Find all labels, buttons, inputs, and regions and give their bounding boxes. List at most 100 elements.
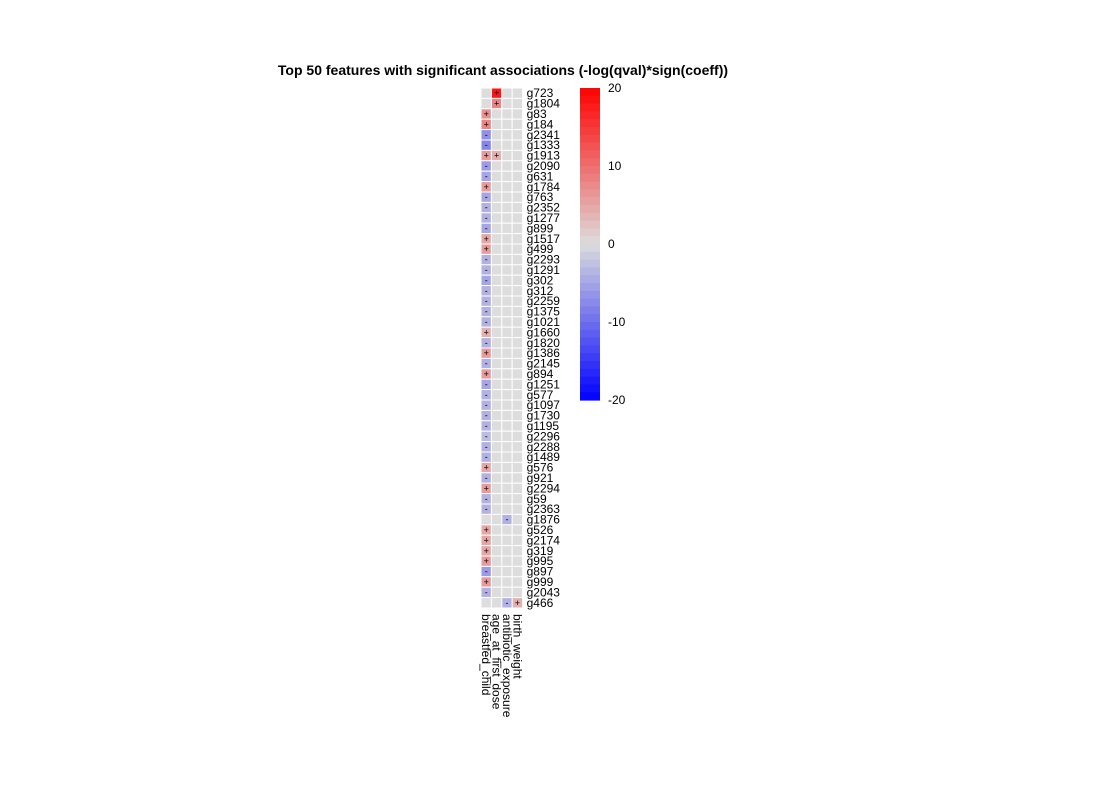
heatmap-cell xyxy=(511,378,524,391)
row-tick-label: g2352 xyxy=(527,201,561,215)
heatmap-cell xyxy=(501,534,513,547)
cell-sign-label: + xyxy=(494,151,499,161)
cell-sign-label: + xyxy=(484,546,489,556)
colorbar-segment xyxy=(580,244,600,253)
cell-sign-label: - xyxy=(485,411,488,421)
cell-sign-label: - xyxy=(485,473,488,483)
heatmap-cell xyxy=(511,316,524,328)
heatmap-cell xyxy=(511,285,524,297)
heatmap-cell xyxy=(490,576,503,588)
row-tick-label: g577 xyxy=(527,388,554,402)
heatmap-cell xyxy=(501,430,513,443)
cell-sign-label: - xyxy=(485,192,488,202)
colorbar-segment xyxy=(580,259,600,268)
heatmap-cell xyxy=(490,565,503,578)
heatmap-cell xyxy=(490,357,503,370)
heatmap-cell xyxy=(511,87,524,99)
cell-sign-label: - xyxy=(485,140,488,150)
heatmap-cell xyxy=(511,295,524,307)
heatmap-cell xyxy=(490,451,503,463)
colorbar-segment xyxy=(580,361,600,370)
row-tick-label: g897 xyxy=(527,565,554,579)
heatmap-cell xyxy=(501,576,513,588)
column-tick-label: antibiotic_exposure xyxy=(500,614,514,718)
row-tick-label: g1784 xyxy=(527,180,561,194)
heatmap-cell xyxy=(511,441,524,453)
colorbar-segment xyxy=(580,103,600,112)
heatmap-cell xyxy=(501,545,513,557)
row-tick-label: g83 xyxy=(527,107,547,121)
heatmap-cell xyxy=(501,482,513,495)
cell-sign-label: + xyxy=(494,99,499,109)
heatmap-cell xyxy=(490,285,503,297)
colorbar-tick-label: 0 xyxy=(608,237,615,251)
colorbar-segment xyxy=(580,306,600,315)
heatmap-cell xyxy=(501,524,513,536)
heatmap-cell xyxy=(511,545,524,557)
heatmap-cell xyxy=(511,108,524,120)
heatmap-cell xyxy=(490,493,503,505)
heatmap-cell xyxy=(511,129,524,141)
heatmap-cell xyxy=(511,305,524,318)
colorbar-segment xyxy=(580,314,600,323)
row-tick-label: g2294 xyxy=(527,481,561,495)
column-tick-label: breastfed_child xyxy=(479,614,493,695)
heatmap-cell xyxy=(490,337,503,349)
cell-sign-label: - xyxy=(485,504,488,514)
row-tick-label: g2259 xyxy=(527,294,561,308)
heatmap-cell xyxy=(501,441,513,453)
row-tick-label: g2341 xyxy=(527,128,561,142)
cell-sign-label: - xyxy=(485,223,488,233)
heatmap-cell xyxy=(490,201,503,214)
cell-sign-label: - xyxy=(485,338,488,348)
colorbar-segment xyxy=(580,376,600,385)
cell-sign-label: - xyxy=(485,379,488,389)
colorbar-segment xyxy=(580,329,600,339)
colorbar-segment xyxy=(580,290,600,300)
cell-sign-label: + xyxy=(484,525,489,535)
heatmap-cell xyxy=(501,243,513,255)
cell-sign-label: + xyxy=(484,556,489,566)
colorbar-segment xyxy=(580,173,600,183)
colorbar-segment xyxy=(580,345,600,354)
colorbar-segment xyxy=(580,181,600,190)
cell-sign-label: + xyxy=(494,88,499,98)
colorbar-tick-label: 20 xyxy=(608,81,622,95)
heatmap-cell xyxy=(490,597,503,609)
heatmap-cell xyxy=(490,472,503,484)
cell-sign-label: - xyxy=(485,587,488,597)
colorbar-segment xyxy=(580,392,600,401)
heatmap-cell xyxy=(501,316,513,328)
heatmap-cell xyxy=(480,597,492,609)
cell-sign-label: + xyxy=(484,182,489,192)
heatmap-cell xyxy=(490,430,503,443)
heatmap-cell xyxy=(501,253,513,266)
heatmap-cell xyxy=(511,420,524,432)
colorbar-segment xyxy=(580,95,600,105)
heatmap-cell xyxy=(490,222,503,235)
heatmap-cell xyxy=(490,243,503,255)
row-tick-label: g2090 xyxy=(527,159,561,173)
colorbar-segment xyxy=(580,158,600,167)
cell-sign-label: - xyxy=(485,431,488,441)
heatmap-cell xyxy=(501,368,513,380)
row-tick-label: g59 xyxy=(527,492,547,506)
row-tick-label: g2296 xyxy=(527,429,561,443)
heatmap-cell xyxy=(511,201,524,214)
row-tick-label: g1386 xyxy=(527,346,561,360)
heatmap-cell xyxy=(501,337,513,349)
heatmap-cell xyxy=(501,264,513,276)
heatmap-cell xyxy=(501,160,513,172)
colorbar-segment xyxy=(580,275,600,284)
heatmap-cell xyxy=(511,149,524,162)
heatmap-cell xyxy=(501,191,513,203)
cell-sign-label: - xyxy=(506,598,509,608)
heatmap-cell xyxy=(490,139,503,151)
heatmap-cell xyxy=(501,451,513,463)
heatmap-cell xyxy=(490,316,503,328)
row-tick-label: g466 xyxy=(527,596,554,610)
heatmap-cell xyxy=(511,524,524,536)
cell-sign-label: - xyxy=(485,442,488,452)
cell-sign-label: - xyxy=(485,421,488,431)
cell-sign-label: - xyxy=(485,452,488,462)
